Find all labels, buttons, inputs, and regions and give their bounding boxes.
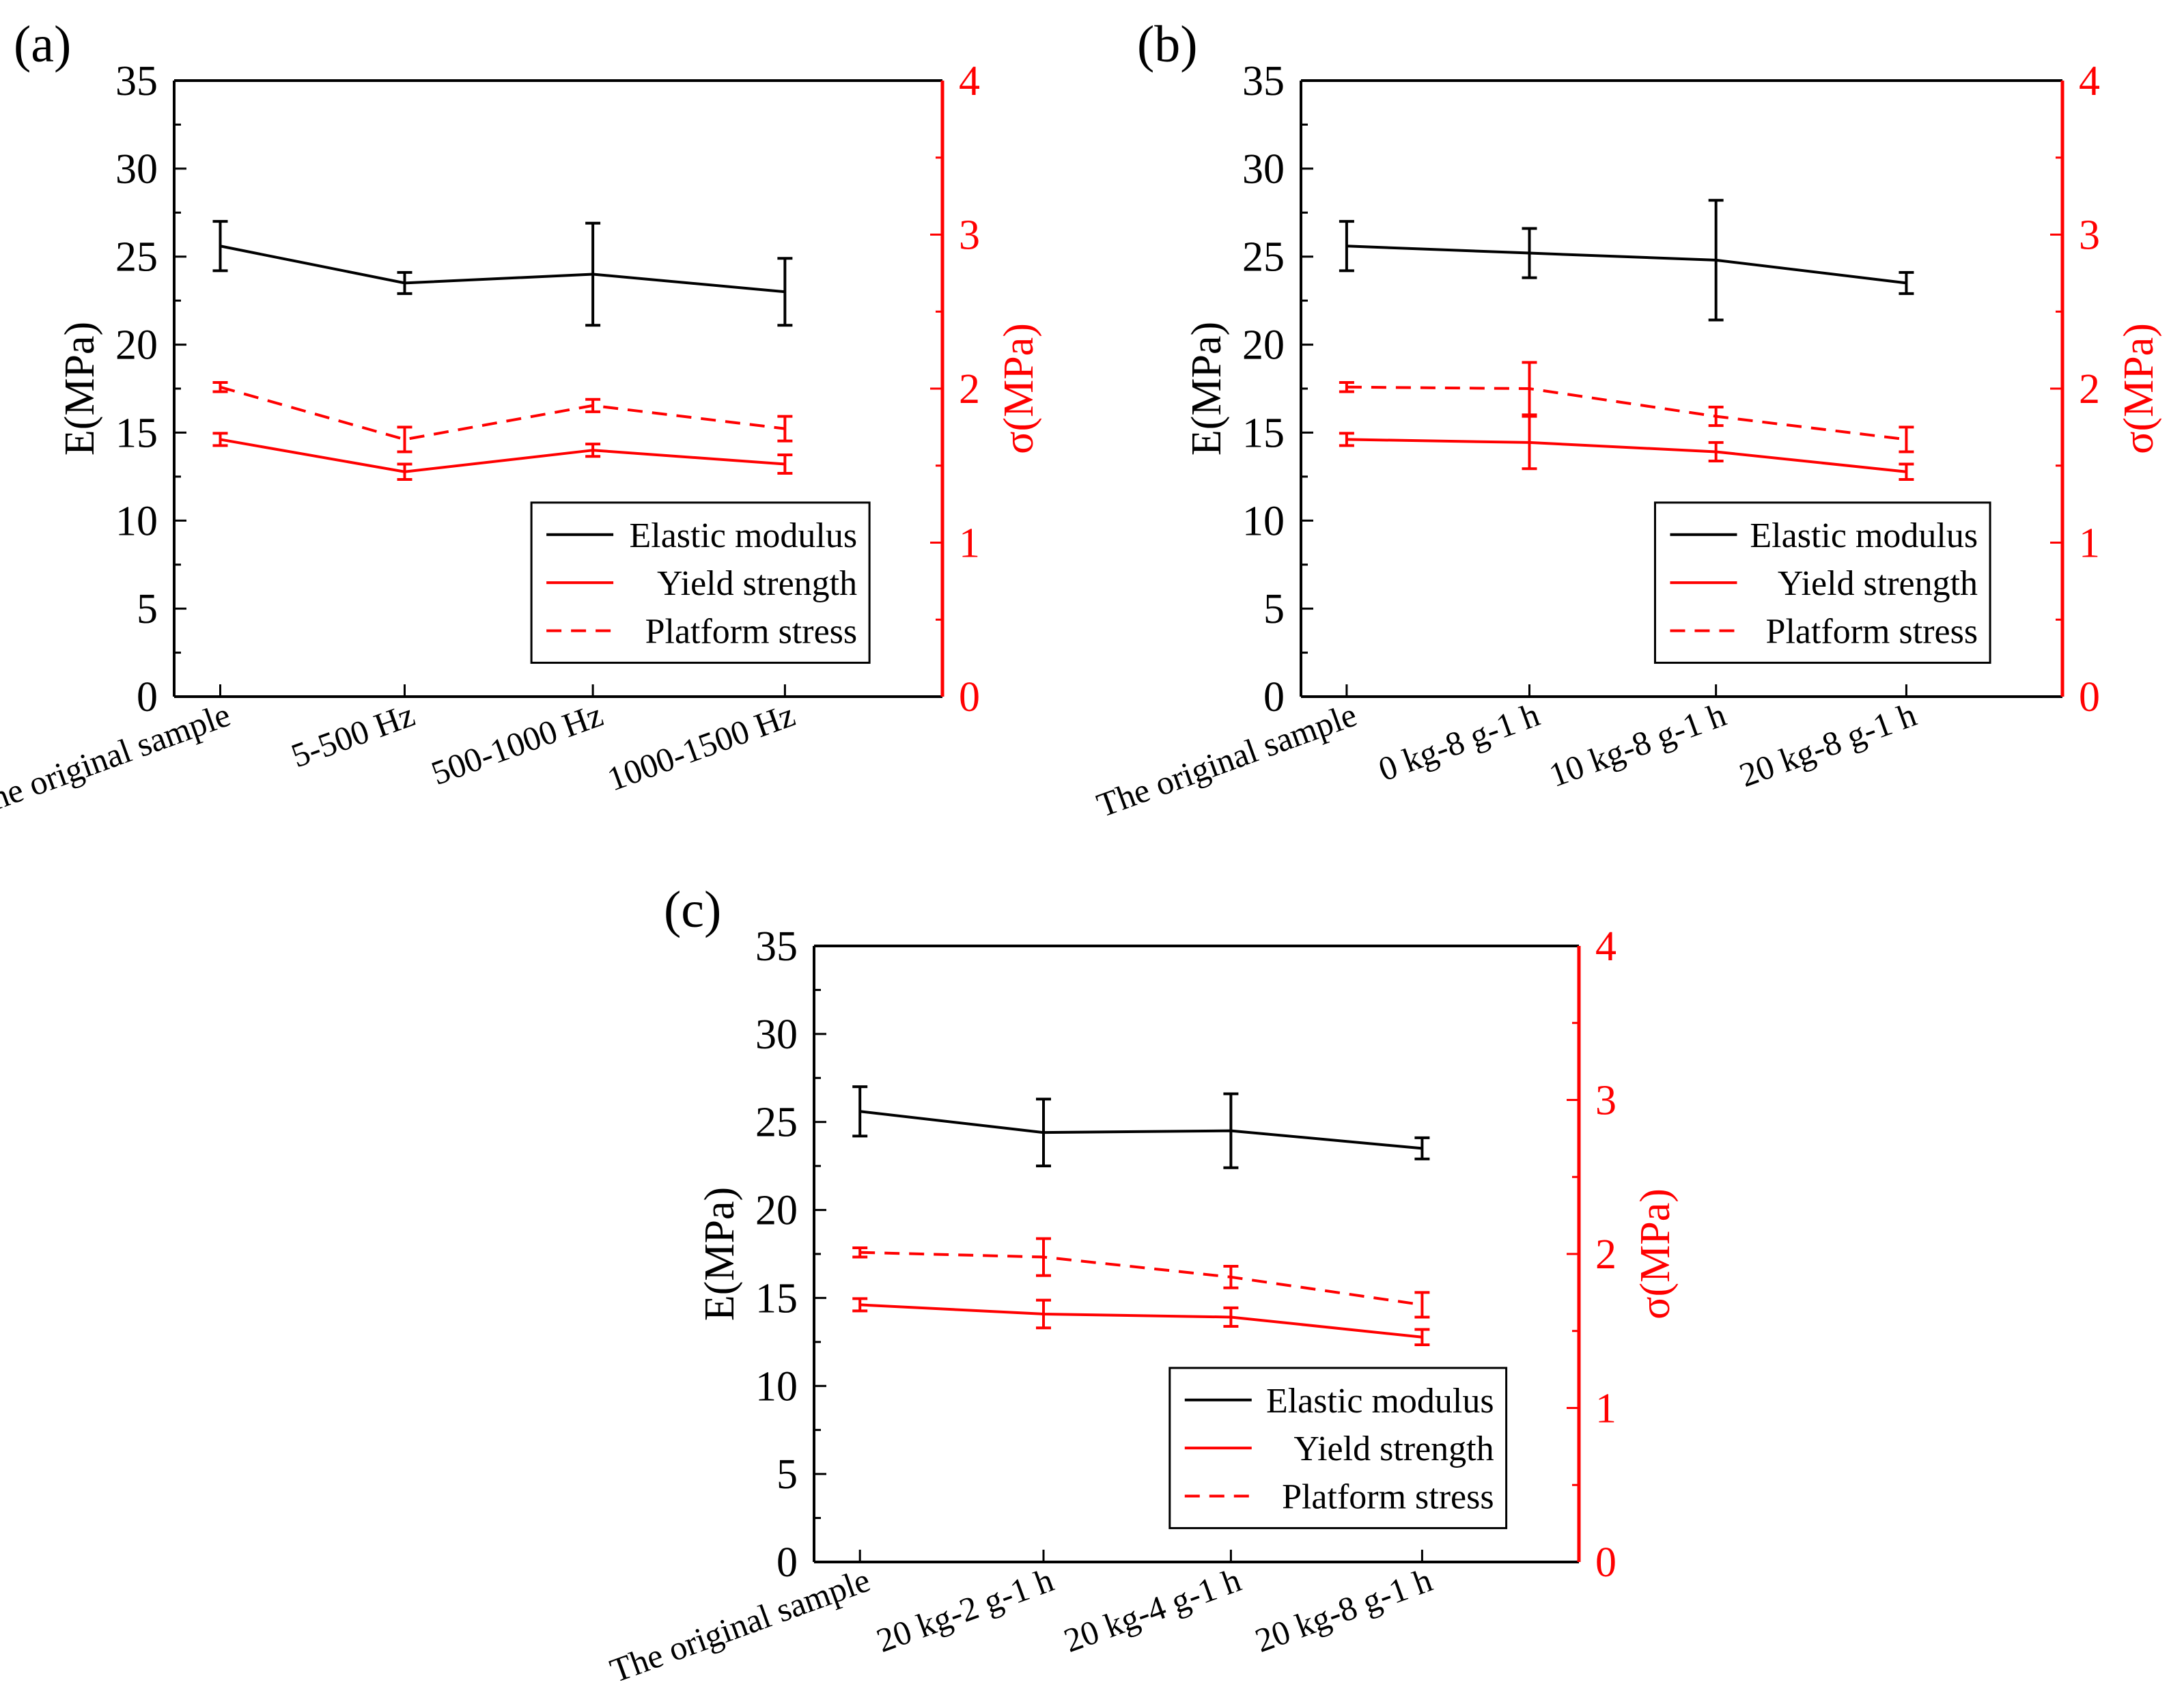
right-tick-label: 3: [2079, 212, 2100, 259]
left-tick-label: 0: [137, 674, 158, 721]
left-tick-label: 35: [1242, 58, 1285, 104]
left-tick-label: 35: [755, 923, 798, 970]
left-tick-label: 30: [1242, 146, 1285, 193]
legend-label: Platform stress: [645, 612, 858, 651]
right-tick-label: 2: [2079, 366, 2100, 413]
left-tick-label: 20: [755, 1188, 798, 1234]
right-tick-label: 0: [959, 674, 980, 721]
right-tick-label: 0: [1595, 1539, 1616, 1586]
left-tick-label: 30: [115, 146, 158, 193]
right-tick-label: 1: [959, 520, 980, 567]
yield-strength-line: [860, 1303, 1423, 1339]
platform-stress-line: [860, 1251, 1423, 1307]
right-axis-title: σ(MPa): [2116, 323, 2162, 454]
legend-label: Elastic modulus: [629, 516, 857, 555]
left-axis-title: E(MPa): [1184, 322, 1230, 456]
legend-label: Elastic modulus: [1266, 1382, 1494, 1421]
left-tick-label: 10: [755, 1363, 798, 1410]
left-axis-title: E(MPa): [697, 1187, 743, 1321]
right-axis-title: σ(MPa): [996, 323, 1042, 454]
yield-strength-line: [220, 438, 785, 473]
left-tick-label: 5: [1263, 586, 1285, 632]
platform-stress-line: [219, 385, 785, 441]
left-tick-label: 10: [1242, 498, 1285, 544]
legend-label: Platform stress: [1282, 1477, 1494, 1516]
left-tick-label: 15: [115, 410, 158, 456]
right-tick-label: 4: [959, 58, 980, 104]
left-tick-label: 25: [755, 1100, 798, 1146]
legend-label: Yield strength: [1293, 1429, 1494, 1468]
right-tick-label: 1: [1595, 1386, 1616, 1432]
right-tick-label: 3: [1595, 1078, 1616, 1124]
legend-label: Elastic modulus: [1750, 516, 1978, 555]
left-tick-label: 35: [115, 58, 158, 104]
left-tick-label: 15: [1242, 410, 1285, 456]
left-tick-label: 0: [776, 1539, 798, 1586]
legend-label: Yield strength: [657, 564, 857, 603]
legend-label: Platform stress: [1766, 612, 1978, 651]
right-tick-label: 2: [959, 366, 980, 413]
right-tick-label: 3: [959, 212, 980, 259]
left-tick-label: 5: [137, 586, 158, 632]
left-tick-label: 25: [1242, 234, 1285, 281]
left-tick-label: 20: [1242, 322, 1285, 369]
yield-strength-line: [1346, 438, 1907, 473]
left-tick-label: 0: [1263, 674, 1285, 721]
legend-label: Yield strength: [1778, 564, 1978, 603]
right-axis-title: σ(MPa): [1632, 1188, 1679, 1320]
left-tick-label: 30: [755, 1012, 798, 1058]
left-axis-title: E(MPa): [57, 322, 103, 456]
right-tick-label: 4: [1595, 923, 1616, 970]
right-tick-label: 2: [1595, 1231, 1616, 1278]
platform-stress-line: [1346, 385, 1907, 441]
left-tick-label: 20: [115, 322, 158, 369]
left-tick-label: 25: [115, 234, 158, 281]
elastic-modulus-line: [1346, 245, 1907, 285]
right-tick-label: 0: [2079, 674, 2100, 721]
elastic-modulus-line: [220, 245, 785, 294]
left-tick-label: 5: [776, 1451, 798, 1498]
panel-label: (c): [664, 881, 721, 938]
right-tick-label: 1: [2079, 520, 2100, 567]
right-tick-label: 4: [2079, 58, 2100, 104]
panel-label: (a): [14, 16, 71, 73]
left-tick-label: 15: [755, 1275, 798, 1322]
elastic-modulus-line: [859, 1110, 1423, 1150]
left-tick-label: 10: [115, 498, 158, 544]
panel-label: (b): [1137, 16, 1198, 73]
